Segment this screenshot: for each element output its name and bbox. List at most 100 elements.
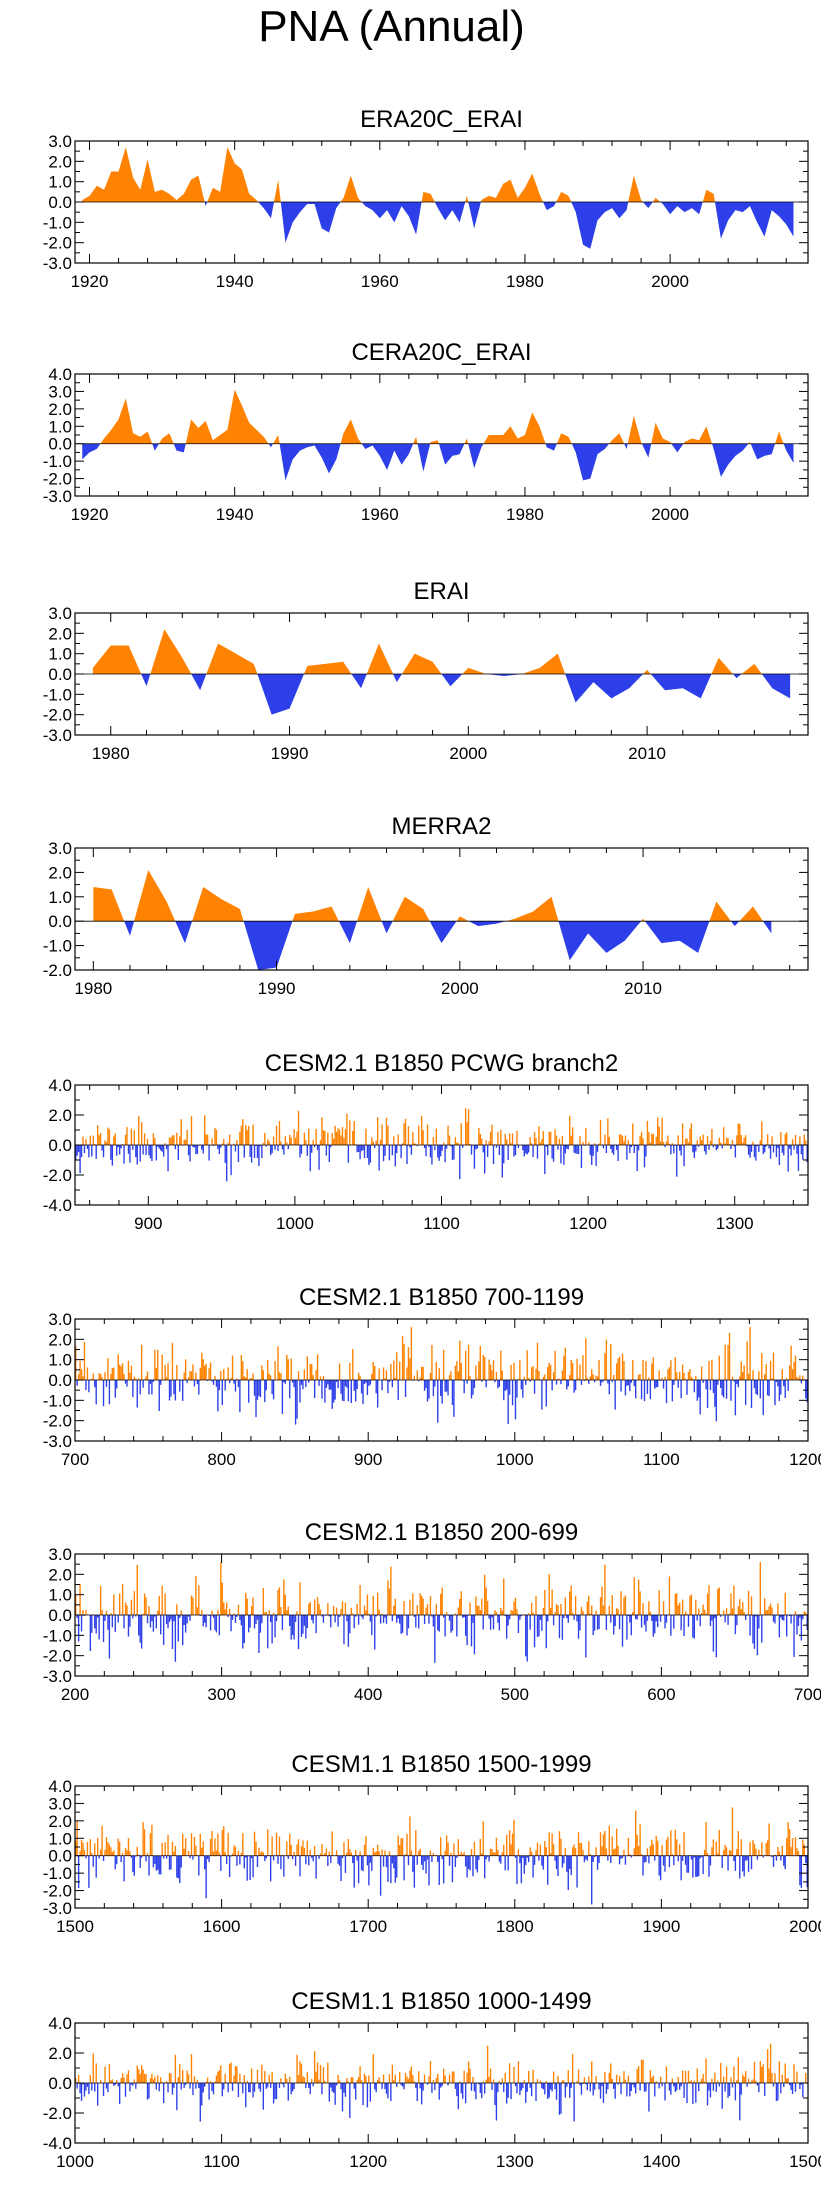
bar <box>379 1615 382 1624</box>
bar <box>733 1855 735 1861</box>
bar <box>711 1847 713 1856</box>
bar <box>482 1145 484 1153</box>
bar <box>602 1380 605 1382</box>
bar <box>434 1380 436 1387</box>
bar <box>349 1363 351 1380</box>
bar <box>129 1145 131 1163</box>
bar <box>303 1615 306 1626</box>
bar <box>95 1380 97 1405</box>
bar <box>256 1380 259 1400</box>
bar <box>444 1380 446 1392</box>
bar <box>111 1145 114 1166</box>
bar <box>717 2080 719 2083</box>
bar <box>665 1615 668 1623</box>
bar <box>451 1380 454 1406</box>
bar <box>434 1145 436 1151</box>
positive-area <box>92 629 791 674</box>
bar <box>359 2066 361 2083</box>
bar <box>671 1143 674 1145</box>
bar <box>629 1853 631 1856</box>
bar <box>432 1380 435 1397</box>
bar <box>718 1355 720 1380</box>
bar <box>142 1145 144 1155</box>
bar <box>190 2054 193 2083</box>
bar <box>646 1380 649 1394</box>
bar <box>684 1138 687 1145</box>
bar <box>228 2063 231 2083</box>
bar <box>444 1145 446 1163</box>
x-tick-label: 1600 <box>203 1917 241 1936</box>
bar <box>184 1838 187 1856</box>
bar <box>607 1380 609 1384</box>
bar <box>595 1847 597 1856</box>
bar <box>626 2083 628 2097</box>
bar <box>728 1332 731 1380</box>
bar <box>335 1850 338 1856</box>
bar <box>714 2072 716 2083</box>
bar <box>611 1380 613 1382</box>
bar <box>580 2083 583 2095</box>
bar <box>613 1849 615 1856</box>
bar <box>563 1145 565 1165</box>
bar <box>649 1380 652 1400</box>
bar <box>269 1855 272 1882</box>
bar <box>470 1145 473 1155</box>
bar <box>435 1128 438 1145</box>
bar <box>286 1610 288 1615</box>
bar <box>747 1373 750 1380</box>
bar <box>557 1605 559 1615</box>
bar <box>221 1143 223 1145</box>
bar <box>126 1850 128 1856</box>
bar <box>501 1852 503 1856</box>
bar <box>338 2080 341 2083</box>
bar <box>693 1380 696 1393</box>
bar <box>412 1593 414 1615</box>
bar <box>747 2078 750 2083</box>
bar <box>507 1855 509 1871</box>
bar <box>422 1855 424 1870</box>
bar <box>105 2083 108 2089</box>
bar <box>306 1840 308 1856</box>
bar <box>357 2076 360 2083</box>
bar <box>466 2072 468 2083</box>
bar <box>186 1615 188 1624</box>
bar <box>595 1145 597 1166</box>
bar <box>473 1841 476 1856</box>
bar <box>636 1834 638 1856</box>
bar <box>532 1855 534 1878</box>
bar <box>82 1842 84 1856</box>
bar <box>102 1615 105 1643</box>
bar <box>784 2063 786 2083</box>
bar <box>223 1826 225 1856</box>
bar <box>799 1136 801 1145</box>
bar <box>136 1846 138 1856</box>
bar <box>121 1583 124 1615</box>
bar <box>547 1855 549 1885</box>
bar <box>305 1855 307 1865</box>
bar <box>171 1342 174 1380</box>
bar <box>393 1855 395 1869</box>
bar <box>160 1855 162 1875</box>
bar <box>312 1139 314 1145</box>
bar <box>262 2083 265 2110</box>
bar <box>324 1380 326 1403</box>
bar <box>593 1143 596 1145</box>
chart-title: ERAI <box>413 578 469 605</box>
bar <box>473 2083 476 2092</box>
bar <box>599 1119 602 1145</box>
bar <box>217 1380 219 1412</box>
bar <box>569 1855 571 1869</box>
bar <box>488 1615 490 1619</box>
bar <box>201 1610 203 1615</box>
bar <box>313 1380 316 1399</box>
bar <box>624 1855 627 1865</box>
bar <box>246 2080 248 2083</box>
bar <box>284 2073 287 2083</box>
bar <box>101 1609 103 1615</box>
bar <box>319 1609 322 1615</box>
bar <box>702 1134 704 1145</box>
bar <box>649 2069 652 2083</box>
bar <box>681 1123 684 1145</box>
bar <box>488 1855 490 1862</box>
bar <box>384 2083 386 2090</box>
